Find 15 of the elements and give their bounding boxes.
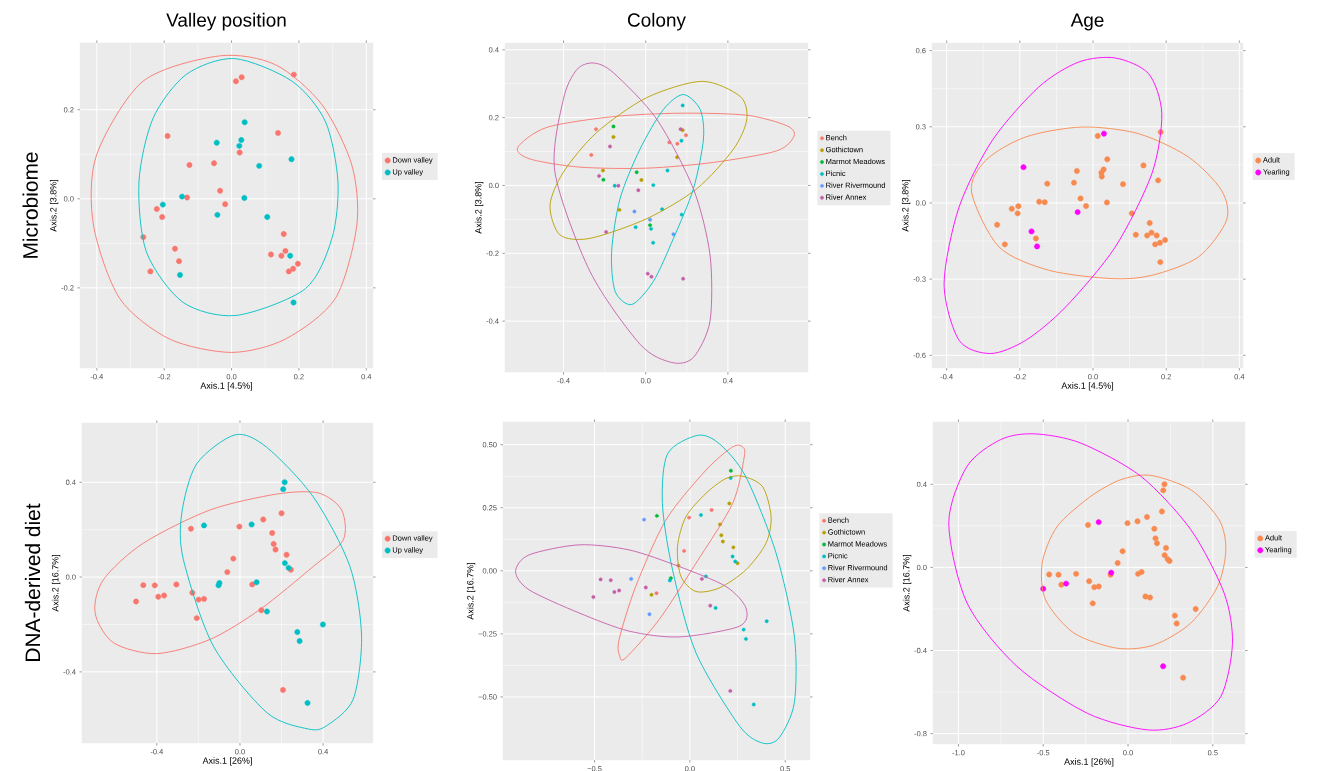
x-axis-title: Axis.1 [26%] xyxy=(1064,758,1114,767)
x-axis-title: Axis.1 [4.5%] xyxy=(200,382,253,391)
y-axis-title: Axis.2 [16.7%] xyxy=(51,554,61,612)
y-axis-title: Axis.2 [16.7%] xyxy=(466,562,476,620)
y-axis-title: Axis.2 [3.8%] xyxy=(49,179,59,232)
chart-title: Valley position xyxy=(166,12,286,31)
chart-title: Age xyxy=(1070,13,1104,31)
chart-title: Colony xyxy=(628,12,686,31)
y-axis-title: Axis.2 [16.7%] xyxy=(902,554,912,612)
text: DNA-derived diet xyxy=(24,503,41,661)
text: Microbiome xyxy=(22,152,38,258)
y-axis-title: Axis.2 [3.8%] xyxy=(474,181,484,234)
y-axis-title: Axis.2 [3.8%] xyxy=(901,179,911,232)
x-axis-title: Axis.1 [26%] xyxy=(202,757,252,766)
x-axis-title: Axis.1 [4.5%] xyxy=(1061,382,1114,391)
